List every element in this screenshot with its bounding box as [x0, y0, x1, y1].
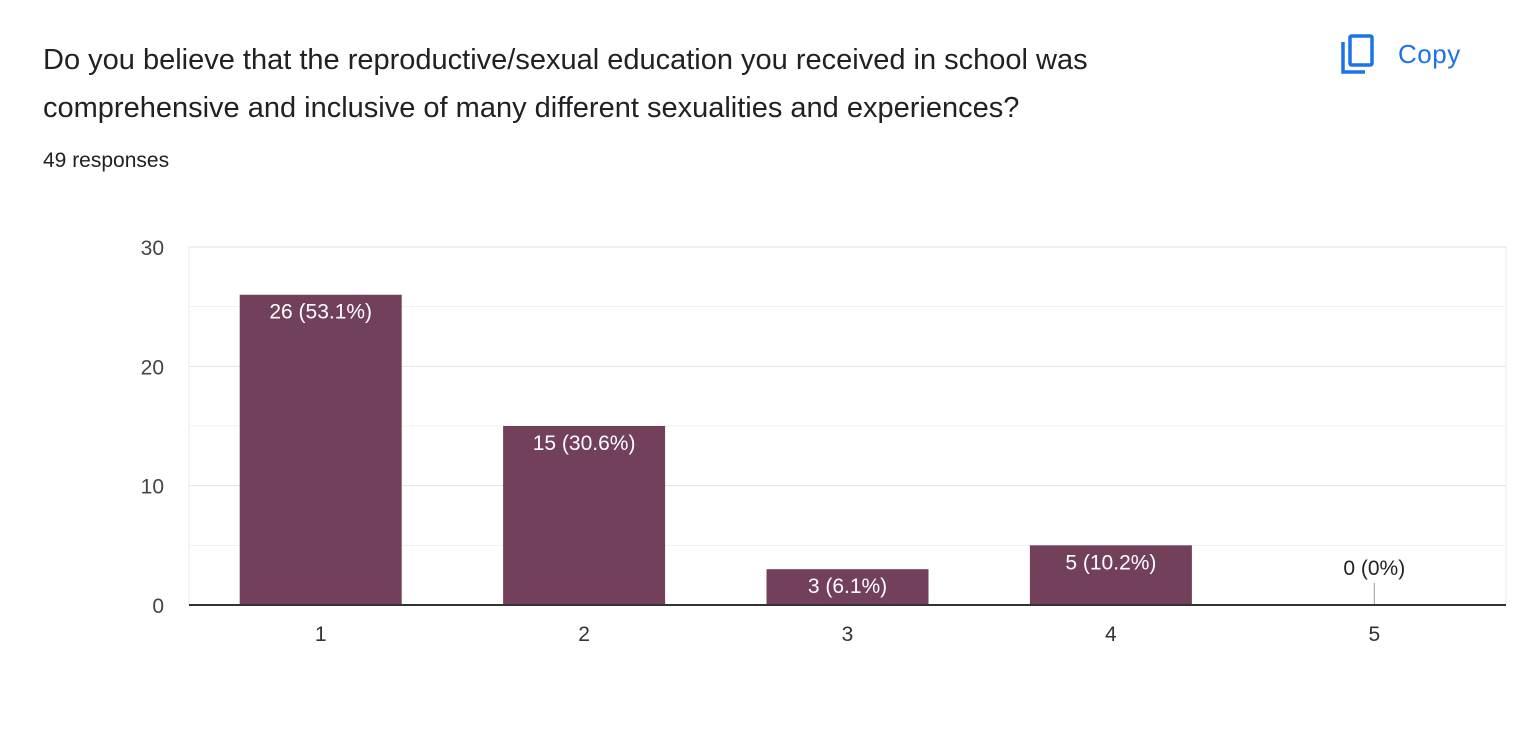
- bar: [503, 426, 666, 605]
- x-tick-label: 5: [1368, 623, 1380, 646]
- question-title: Do you believe that the reproductive/sex…: [43, 44, 1088, 124]
- y-tick-label: 20: [141, 356, 164, 379]
- bar-data-label: 3 (6.1%): [808, 575, 887, 598]
- y-tick-label: 10: [141, 476, 164, 499]
- x-tick-label: 2: [578, 623, 590, 646]
- y-tick-label: 0: [152, 595, 164, 618]
- bar-data-label: 26 (53.1%): [269, 301, 372, 324]
- x-tick-label: 3: [842, 623, 854, 646]
- y-tick-label: 30: [141, 237, 164, 260]
- copy-label: Copy: [1398, 38, 1461, 69]
- bar-chart: 0 10 20 30 26 (53.1%) 1 15 (30.6%) 2 3 (6.1%) 3 5 …: [0, 200, 1524, 660]
- copy-button[interactable]: Copy: [1340, 30, 1461, 78]
- x-tick-label: 1: [315, 623, 327, 646]
- response-count: 49 responses: [43, 149, 170, 172]
- copy-icon: [1340, 33, 1376, 75]
- x-tick-label: 4: [1105, 623, 1117, 646]
- chart-svg: 0 10 20 30 26 (53.1%) 1 15 (30.6%) 2 3 (6.1%) 3 5 …: [141, 237, 1507, 646]
- bar: [239, 294, 402, 605]
- bar-data-label: 5 (10.2%): [1065, 551, 1156, 574]
- bar-data-label: 0 (0%): [1343, 557, 1405, 580]
- bar: [1029, 545, 1192, 605]
- bar-data-label: 15 (30.6%): [533, 432, 636, 455]
- bar: [766, 569, 929, 605]
